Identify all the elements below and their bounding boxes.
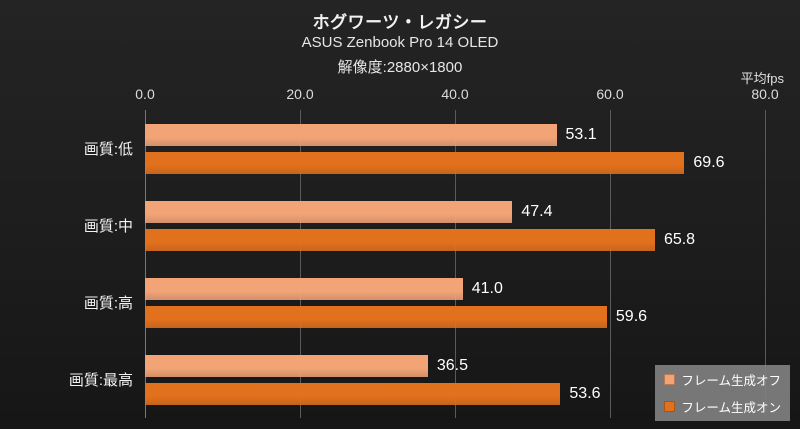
bar-frame-gen-on [145,228,655,251]
gridline [455,110,456,418]
legend-label: フレーム生成オン [681,401,781,415]
bar-row: 53.1 [145,123,765,146]
bar-frame-gen-off [145,200,513,223]
x-tick-label: 60.0 [596,86,624,102]
gridline [300,110,301,418]
chart-subtitle-resolution: 解像度:2880×1800 [337,59,463,76]
category-label: 画質:高 [83,295,133,312]
legend-swatch-icon [664,374,676,385]
bar-value-label: 59.6 [615,307,648,325]
x-axis-tick-labels: 0.0 20.0 40.0 60.0 80.0 [135,86,778,104]
bar-frame-gen-on [145,382,561,405]
chart-subtitle-model: ASUS Zenbook Pro 14 OLED [301,34,499,51]
legend-item: フレーム生成オフ [664,370,781,389]
bar-row: 69.6 [145,151,765,174]
category-labels: 画質:低画質:中画質:高画質:最高 [0,110,133,418]
bar-value-label: 41.0 [471,279,503,297]
axis-unit-label: 平均fps [740,71,784,86]
legend: フレーム生成オフ フレーム生成オン [655,365,790,421]
legend-swatch-icon [664,401,676,412]
x-tick-label: 40.0 [441,86,469,102]
bar-value-label: 47.4 [521,202,553,220]
bar-row: 36.5 [145,354,765,377]
plot-area: 53.1 69.6 47.4 65.8 41.0 59.6 36.5 53.6 [145,110,766,418]
chart-title: ホグワーツ・レガシー [312,13,488,32]
gridline [145,110,146,418]
bar-groups: 53.1 69.6 47.4 65.8 41.0 59.6 36.5 53.6 [145,110,765,418]
bar-value-label: 36.5 [436,356,469,374]
legend-item: フレーム生成オン [664,397,781,416]
bar-group: 36.5 53.6 [145,341,765,418]
bar-row: 65.8 [145,228,765,251]
x-tick-label: 20.0 [286,86,314,102]
bar-group: 47.4 65.8 [145,187,765,264]
bar-frame-gen-off [145,354,428,377]
bar-group: 53.1 69.6 [145,110,765,187]
gridline [610,110,611,418]
bar-frame-gen-off [145,123,557,146]
bar-frame-gen-off [145,277,463,300]
bar-group: 41.0 59.6 [145,264,765,341]
bar-frame-gen-on [145,305,607,328]
x-tick-label: 80.0 [751,86,779,102]
category-label: 画質:低 [83,141,133,158]
bar-row: 53.6 [145,382,765,405]
gridline [765,110,766,418]
category-label: 画質:中 [83,218,133,235]
bar-value-label: 53.6 [569,384,601,402]
x-tick-label: 0.0 [135,86,155,102]
bar-frame-gen-on [145,151,685,174]
bar-row: 41.0 [145,277,765,300]
bar-value-label: 53.1 [565,125,597,143]
legend-label: フレーム生成オフ [681,374,781,388]
bar-value-label: 65.8 [663,230,696,248]
bar-value-label: 69.6 [693,153,725,171]
bar-row: 47.4 [145,200,765,223]
category-label: 画質:最高 [68,372,133,389]
bar-row: 59.6 [145,305,765,328]
